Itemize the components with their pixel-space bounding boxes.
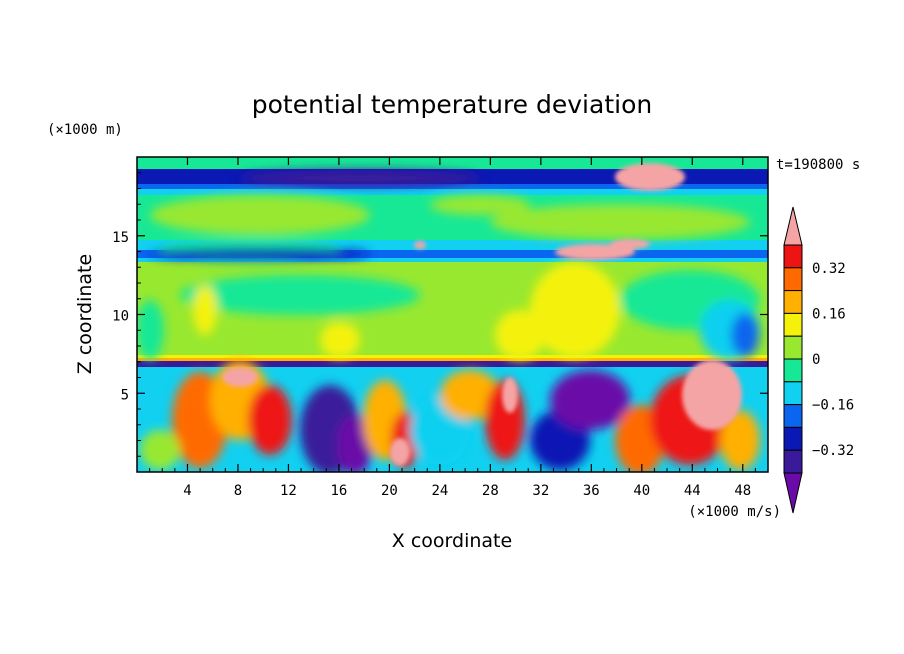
colorbar-box — [783, 381, 803, 406]
colorbar-box — [783, 244, 803, 269]
x-tick-label: 48 — [734, 483, 751, 499]
time-label: t=190800 s — [776, 157, 860, 173]
x-tick-label: 8 — [234, 483, 242, 499]
field-blob — [550, 370, 630, 430]
field-blob — [248, 385, 292, 455]
x-tick-label: 44 — [684, 483, 701, 499]
field-blob — [731, 313, 759, 357]
field-layer-cyan-edge — [137, 189, 768, 195]
field-layer-top — [137, 157, 768, 169]
contour-field — [137, 157, 768, 472]
x-axis-label: X coordinate — [392, 530, 512, 552]
chart-title: potential temperature deviation — [252, 90, 652, 119]
x-ticks: 4 8 12 16 20 24 28 32 36 40 44 48 — [149, 157, 756, 499]
field-blob — [615, 163, 685, 191]
field-blob — [320, 322, 360, 358]
field-blob — [495, 310, 545, 360]
y-axis-label: Z coordinate — [74, 254, 96, 374]
field-layer-yellow-line — [137, 355, 768, 360]
y-ticks: 5 10 15 — [112, 172, 768, 457]
field-blob — [682, 360, 742, 430]
field-blob — [430, 195, 530, 215]
colorbar-top-triangle — [783, 206, 803, 246]
field-layer-blue-edge — [137, 184, 768, 190]
field-blob — [140, 430, 180, 470]
colorbar-box — [783, 426, 803, 451]
field-blob — [390, 438, 410, 466]
x-tick-label: 16 — [330, 483, 347, 499]
x-tick-label: 24 — [431, 483, 448, 499]
colorbar-box — [783, 267, 803, 292]
x-tick-label: 28 — [482, 483, 499, 499]
field-blob — [150, 248, 370, 260]
colorbar-box — [783, 358, 803, 383]
x-tick-label: 36 — [583, 483, 600, 499]
colorbar-tick-label: 0 — [812, 352, 820, 368]
field-blob — [610, 239, 650, 249]
y-tick-label: 5 — [121, 387, 129, 403]
field-blob — [240, 170, 480, 186]
field-blob — [720, 410, 760, 470]
x-tick-label: 32 — [532, 483, 549, 499]
field-layer-purple-line — [137, 361, 768, 367]
field-blob — [193, 285, 217, 335]
x-tick-label: 20 — [381, 483, 398, 499]
y-tick-label: 15 — [112, 230, 129, 246]
field-blob — [530, 262, 620, 358]
field-blob — [490, 204, 750, 240]
colorbar-box — [783, 449, 803, 474]
field-blob — [440, 370, 500, 420]
colorbar-box — [783, 404, 803, 428]
colorbar-tick-label: −0.16 — [812, 398, 854, 414]
x-tick-label: 4 — [183, 483, 191, 499]
x-tick-label: 12 — [280, 483, 297, 499]
colorbar-tick-label: 0.16 — [812, 306, 846, 322]
x-tick-label: 40 — [633, 483, 650, 499]
colorbar-box — [783, 335, 803, 360]
colorbar-box — [783, 290, 803, 314]
field-blob — [180, 275, 420, 315]
colorbar-tick-label: −0.32 — [812, 443, 854, 459]
colorbar-bottom-triangle — [783, 472, 803, 514]
field-blob — [222, 367, 258, 387]
field-layer-orange-line — [137, 358, 768, 361]
x-unit-label: (×1000 m/s) — [688, 504, 781, 520]
y-tick-label: 10 — [112, 309, 129, 325]
colorbar: 0.32 0.16 0 −0.16 −0.32 — [783, 206, 854, 514]
y-unit-label: (×1000 m) — [47, 122, 123, 138]
field-blob — [555, 244, 635, 260]
colorbar-box — [783, 312, 803, 337]
field-blob — [150, 195, 370, 235]
field-blob — [502, 377, 518, 413]
colorbar-tick-label: 0.32 — [812, 261, 846, 277]
field-layer-blue-band — [137, 250, 768, 258]
field-blob — [414, 241, 426, 249]
